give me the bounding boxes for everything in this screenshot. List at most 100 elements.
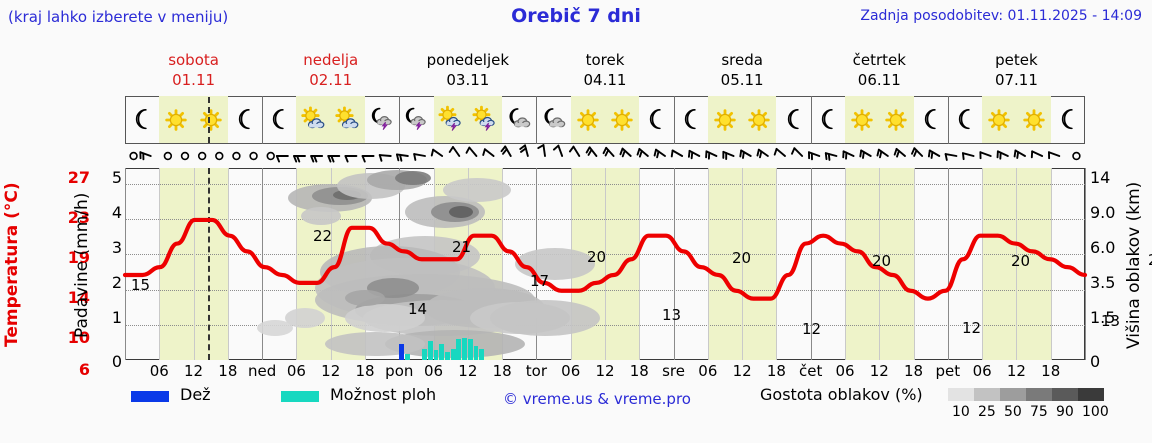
- x-tick-label: 06: [835, 362, 855, 380]
- day-name: četrtek: [852, 51, 906, 69]
- sun-icon: [982, 96, 1016, 144]
- day-separator: [673, 96, 675, 144]
- day-separator: [262, 96, 264, 144]
- day-name: sreda: [721, 51, 763, 69]
- precipitation-axis-title: Padavine (mm/h): [72, 192, 92, 338]
- day-date: 06.11: [857, 71, 901, 89]
- showers-bar: [450, 349, 456, 360]
- x-tick-label: 06: [149, 362, 169, 380]
- moon-icon: [1051, 96, 1085, 144]
- x-tick-label: 18: [629, 362, 649, 380]
- temperature-value-label: 14: [408, 300, 428, 318]
- x-axis-tick-row: 06 12 18 ned 06 12 18 pon 06 12 18 tor 06 12 18 sre 06 12…: [125, 362, 1085, 384]
- x-tick-label: ned: [248, 362, 277, 380]
- grid-line-vertical: [296, 168, 298, 360]
- moon-cloud-icon: [502, 96, 536, 144]
- temperature-axis-title: Temperatura (°C): [2, 182, 22, 348]
- x-tick-label: 12: [869, 362, 889, 380]
- forecast-plot[interactable]: [122, 168, 1088, 360]
- legend: Dež Možnost ploh © vreme.us & vreme.pro …: [0, 385, 1152, 438]
- temperature-tick: 6: [78, 360, 90, 379]
- cloud-density-tick: 90: [1056, 404, 1074, 420]
- x-tick-label: 12: [184, 362, 204, 380]
- x-tick-label: 12: [321, 362, 341, 380]
- cloudheight-tick: 6.0: [1090, 238, 1116, 257]
- grid-line-vertical: [913, 168, 915, 360]
- daylight-band: [707, 168, 777, 360]
- day-date: 01.11: [172, 71, 216, 89]
- showers-legend-label: Možnost ploh: [330, 385, 437, 404]
- cloudheight-tick: 14: [1090, 168, 1111, 187]
- grid-line-vertical: [1050, 168, 1052, 360]
- day-boundary-line: [947, 168, 949, 360]
- sun-icon: [708, 96, 742, 144]
- sun-icon: [605, 96, 639, 144]
- cloud-density-step: [974, 388, 1000, 401]
- grid-line-vertical: [707, 168, 709, 360]
- moon-cloud-storm-icon: [365, 96, 399, 144]
- sun-cloud-icon: [296, 96, 330, 144]
- temperature-value-label: 20: [1011, 252, 1031, 270]
- day-boundary-line: [673, 168, 675, 360]
- temperature-value-label: 20: [587, 248, 607, 266]
- showers-bar: [473, 345, 479, 360]
- weather-icon-band: [125, 96, 1085, 168]
- x-tick-label: 12: [1006, 362, 1026, 380]
- cloud-density-step: [1026, 388, 1052, 401]
- temperature-axis-ticks: 27 23 19 14 10 6: [30, 160, 90, 379]
- sun-icon: [194, 96, 228, 144]
- temperature-value-label: 20: [1148, 251, 1152, 269]
- grid-line-vertical: [982, 168, 984, 360]
- day-date: 05.11: [720, 71, 764, 89]
- sun-icon: [742, 96, 776, 144]
- day-separator: [399, 96, 401, 144]
- x-tick-label: 06: [424, 362, 444, 380]
- day-name: petek: [995, 51, 1038, 69]
- precipitation-tick: 2: [111, 273, 122, 292]
- showers-bar: [439, 344, 445, 360]
- day-name: sobota: [168, 51, 219, 69]
- temperature-value-label: 22: [313, 227, 333, 245]
- day-header-row: sobota 01.11 nedelja 02.11 ponedeljek 03.11 to…: [125, 50, 1085, 94]
- grid-line-vertical: [639, 168, 641, 360]
- moon-icon: [262, 96, 296, 144]
- moon-icon: [776, 96, 810, 144]
- day-date: 04.11: [583, 71, 627, 89]
- cloud-density-overlay: [257, 170, 600, 358]
- rain-legend-label: Dež: [180, 385, 211, 404]
- showers-bar: [467, 338, 473, 360]
- grid-line-vertical: [879, 168, 881, 360]
- day-boundary-line: [262, 168, 264, 360]
- precipitation-tick: 3: [111, 238, 122, 257]
- temperature-tick: 27: [67, 168, 90, 187]
- cloud-density-colorbar: [948, 388, 1104, 401]
- temperature-tick: 14: [67, 288, 90, 307]
- sun-icon: [571, 96, 605, 144]
- cloud-density-tick: 75: [1030, 404, 1048, 420]
- day-header-0: sobota 01.11: [125, 50, 262, 90]
- cloudheight-tick: 3.5: [1090, 273, 1116, 292]
- wind-barb-strip: [129, 144, 1081, 163]
- last-updated-text: Zadnja posodobitev: 01.11.2025 - 14:09: [860, 8, 1142, 24]
- grid-line-vertical: [605, 168, 606, 360]
- temperature-value-label: 13: [1101, 312, 1121, 330]
- temperature-value-label: 15: [131, 276, 151, 294]
- cloud-density-tick-labels: 10 25 50 75 90 100: [936, 404, 1116, 422]
- cloudheight-tick: 9.0: [1090, 203, 1116, 222]
- rain-bar: [399, 344, 405, 360]
- day-header-6: petek 07.11: [948, 50, 1085, 90]
- showers-bar: [456, 338, 462, 360]
- grid-line-vertical: [776, 168, 778, 360]
- copyright-link[interactable]: © vreme.us & vreme.pro: [503, 390, 691, 408]
- grid-line-vertical: [845, 168, 846, 360]
- day-header-5: četrtek 06.11: [811, 50, 948, 90]
- sun-icon: [159, 96, 193, 144]
- rain-swatch: [131, 391, 169, 402]
- x-tick-label: 12: [732, 362, 752, 380]
- temperature-value-label: 12: [802, 320, 822, 338]
- x-tick-label: 18: [766, 362, 786, 380]
- moon-icon: [948, 96, 982, 144]
- cloud-density-legend-label: Gostota oblakov (%): [760, 385, 923, 404]
- grid-line-vertical: [1016, 168, 1018, 360]
- day-boundary-line: [125, 168, 126, 360]
